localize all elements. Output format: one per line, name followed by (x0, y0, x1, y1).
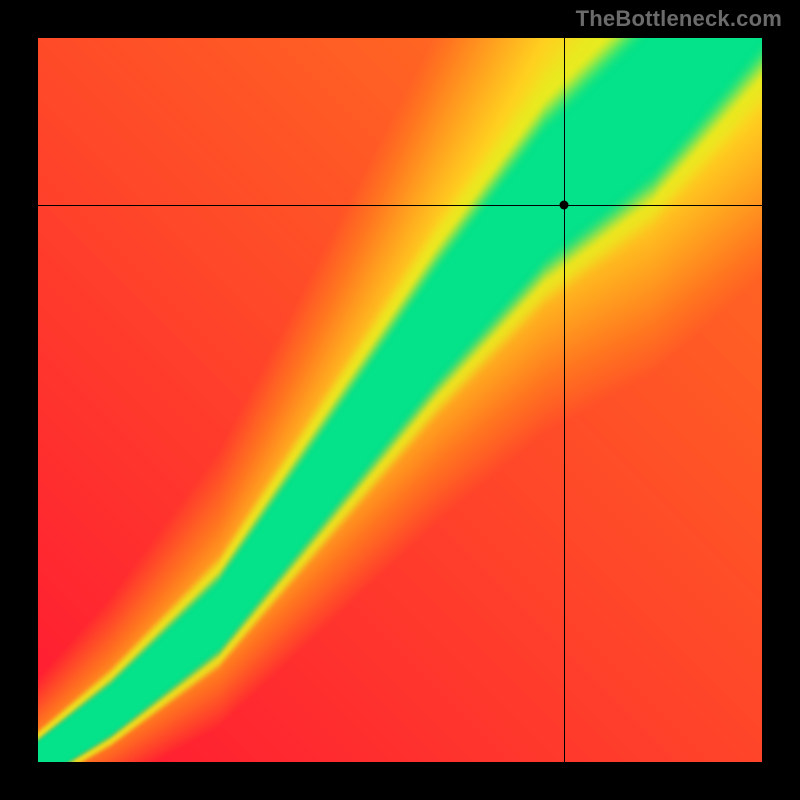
marker-dot (560, 200, 569, 209)
crosshair-horizontal (38, 205, 762, 206)
watermark-text: TheBottleneck.com (576, 6, 782, 32)
crosshair-vertical (564, 38, 565, 762)
chart-container: TheBottleneck.com (0, 0, 800, 800)
heatmap-canvas (38, 38, 762, 762)
